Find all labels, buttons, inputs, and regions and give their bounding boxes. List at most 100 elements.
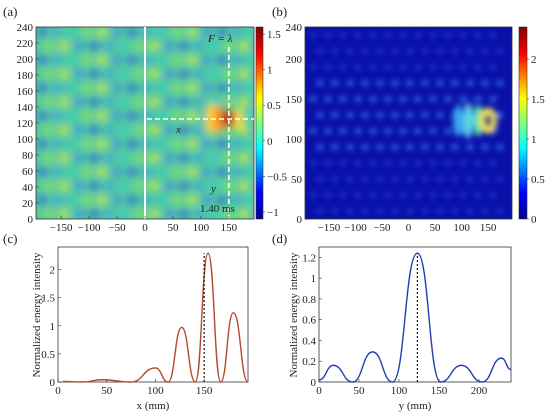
x-tick-label: 50	[430, 222, 442, 234]
x-tick-label: 150	[221, 222, 238, 234]
panel-c-x-ticks: 0 50 100 150	[55, 379, 213, 397]
panel-a-x-ticks: −150 −100 −50 0 50 100 150	[50, 216, 238, 234]
y-tick-label: 200	[286, 54, 303, 66]
y-tick-label: 0	[50, 377, 56, 389]
y-tick-label: 100	[286, 134, 303, 146]
panel-d-y-label: Normalized energy intensity	[288, 252, 300, 378]
x-tick-label: 100	[453, 222, 470, 234]
panel-label-d: (d)	[272, 231, 287, 246]
y-tick-label: 200	[17, 54, 34, 66]
colorbar-tick-label: 0.5	[531, 174, 545, 186]
colorbar-tick-label: 0	[531, 214, 537, 226]
panel-b-colorbar-ticks: 0 0.5 1 1.5 2	[527, 54, 545, 226]
panel-c-plot: 0 50 100 150 0 0.5 1 1.5 2 x (mm) Normalized en…	[31, 246, 249, 412]
x-tick-label: 50	[101, 385, 113, 397]
y-tick-label: 160	[17, 86, 34, 98]
x-tick-label: 150	[196, 385, 213, 397]
panel-label-b: (b)	[272, 4, 287, 19]
panel-d-plot: 0 50 100 150 200 0 0.2 0.4 0.6 0.8 1 1.2 y (mm) No…	[288, 246, 512, 412]
y-tick-label: 1	[50, 321, 56, 333]
x-tick-label: 100	[391, 385, 408, 397]
y-tick-label: 140	[17, 102, 34, 114]
y-tick-label: 220	[17, 38, 34, 50]
x-tick-label: 100	[193, 222, 210, 234]
panel-d-x-ticks: 0 50 100 150 200	[316, 379, 488, 397]
colorbar-tick-label: 1.5	[531, 94, 545, 106]
panel-b-colorbar-gradient	[518, 26, 528, 220]
panel-b-x-ticks: −150 −100 −50 0 50 100 150	[318, 216, 497, 234]
panel-label-c: (c)	[3, 231, 17, 246]
y-tick-label: 0	[28, 214, 34, 226]
x-tick-label: 0	[406, 222, 412, 234]
panel-a-y-ticks: 0 20 40 60 80 100 120 140 160 180 200 220 240	[17, 22, 39, 226]
x-tick-label: 150	[431, 385, 448, 397]
y-tick-label: 120	[17, 118, 34, 130]
panel-a-colorbar-ticks: −1 −0.5 0 0.5 1 1.5	[263, 29, 287, 219]
x-tick-label: −150	[318, 222, 341, 234]
y-tick-label: 240	[17, 22, 34, 34]
colorbar-tick-label: 2	[531, 54, 537, 66]
panel-c-x-label: x (mm)	[137, 400, 170, 412]
colorbar-tick-label: 0	[267, 136, 273, 148]
panel-b-intensity-pattern	[309, 32, 504, 214]
x-tick-label: 50	[354, 385, 366, 397]
y-tick-label: 80	[22, 150, 34, 162]
x-tick-label: −100	[344, 222, 367, 234]
panel-b-heatmap: −150 −100 −50 0 50 100 150 0 50 100 150 200 240	[286, 22, 513, 234]
y-tick-label: 1.5	[41, 293, 55, 305]
x-tick-label: −150	[50, 222, 73, 234]
colorbar-tick-label: −1	[267, 207, 279, 219]
y-tick-label: 60	[22, 166, 34, 178]
panel-d-x-label: y (mm)	[399, 400, 432, 412]
panel-c-frame	[57, 246, 249, 383]
colorbar-tick-label: 1	[531, 134, 537, 146]
x-tick-label: 150	[480, 222, 497, 234]
panel-a-x-annotation: x	[175, 124, 181, 136]
y-tick-label: 50	[291, 174, 303, 186]
panel-a-colorbar-gradient	[255, 26, 264, 220]
y-tick-label: 0.5	[41, 349, 55, 361]
x-tick-label: −50	[108, 222, 126, 234]
y-tick-label: 0.2	[302, 356, 316, 368]
y-tick-label: 100	[17, 134, 34, 146]
y-tick-label: 0.8	[302, 294, 316, 306]
y-tick-label: 20	[22, 198, 34, 210]
colorbar-tick-label: 0.5	[267, 100, 281, 112]
panel-d-series-line	[318, 252, 512, 383]
y-tick-label: 1	[311, 273, 317, 285]
x-tick-label: −100	[78, 222, 101, 234]
panel-c-y-label: Normalized energy intensity	[31, 252, 43, 378]
x-tick-label: 200	[471, 385, 488, 397]
panel-a-y-annotation: y	[210, 183, 216, 195]
x-tick-label: 0	[316, 385, 322, 397]
x-tick-label: 100	[147, 385, 164, 397]
panel-d-y-ticks: 0 0.2 0.4 0.6 0.8 1 1.2	[302, 252, 322, 389]
y-tick-label: 150	[286, 94, 303, 106]
y-tick-label: 1.2	[302, 252, 316, 264]
x-tick-label: 0	[142, 222, 148, 234]
panel-b-colorbar: 0 0.5 1 1.5 2	[518, 26, 545, 226]
y-tick-label: 0	[297, 214, 303, 226]
y-tick-label: 40	[22, 182, 34, 194]
panel-c-y-ticks: 0 0.5 1 1.5 2	[41, 265, 61, 389]
x-tick-label: −50	[373, 222, 391, 234]
colorbar-tick-label: 1	[267, 65, 273, 77]
panel-label-a: (a)	[3, 4, 17, 19]
y-tick-label: 0.6	[302, 315, 316, 327]
y-tick-label: 240	[286, 22, 303, 34]
panel-c-series-line	[62, 252, 249, 383]
y-tick-label: 0	[311, 377, 317, 389]
panel-d-frame	[318, 246, 512, 383]
panel-a-time-annotation: 1.40 ms	[200, 203, 235, 215]
panel-a-colorbar: −1 −0.5 0 0.5 1 1.5	[255, 26, 287, 220]
panel-a-heatmap: x y 1.40 ms F = λ −150 −100 −50 0 50 100 150 0…	[17, 22, 255, 234]
y-tick-label: 0.4	[302, 335, 316, 347]
y-tick-label: 180	[17, 70, 34, 82]
x-tick-label: 50	[167, 222, 179, 234]
panel-b-y-ticks: 0 50 100 150 200 240	[286, 22, 308, 226]
colorbar-tick-label: 1.5	[267, 29, 281, 41]
x-tick-label: 0	[55, 385, 61, 397]
colorbar-tick-label: −0.5	[267, 171, 287, 183]
y-tick-label: 2	[50, 265, 56, 277]
